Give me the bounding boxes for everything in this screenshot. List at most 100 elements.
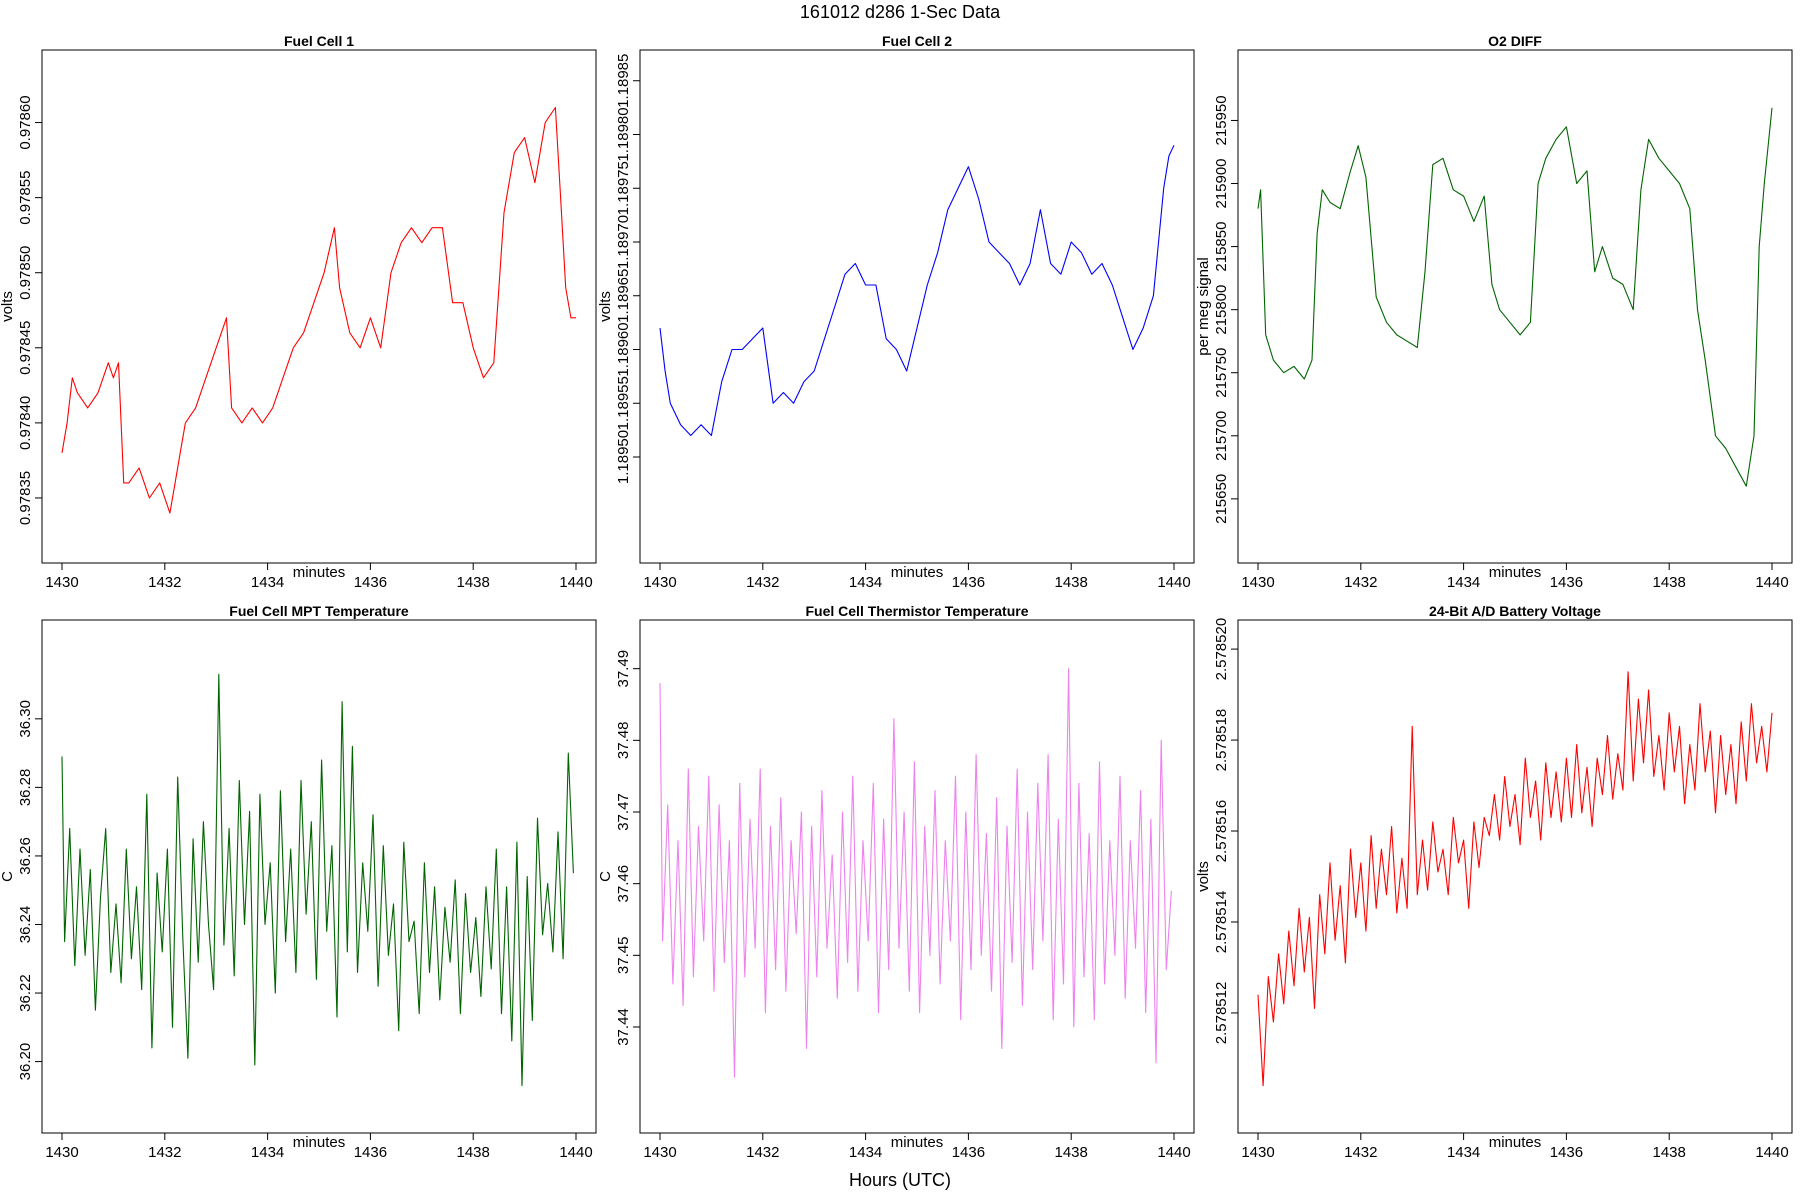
x-tick-label: 1438 xyxy=(457,1144,490,1161)
x-tick-label: 1440 xyxy=(559,1144,592,1161)
x-tick-label: 1434 xyxy=(849,574,882,591)
y-tick-label: 37.45 xyxy=(615,937,632,975)
chart-title: Fuel Cell 1 xyxy=(284,33,354,49)
y-axis: 215650 215700 215750 215800 215850 215900 2159… xyxy=(1213,95,1239,524)
chart-panel-2: Fuel Cell 2 1430 1432 1434 1436 1438 1440 minut… xyxy=(597,33,1195,591)
x-axis: 1430 1432 1434 1436 1438 1440 xyxy=(643,562,1191,591)
y-axis-label: volts xyxy=(1195,861,1212,892)
y-tick-label: 0.97860 xyxy=(17,95,34,149)
chart-title: O2 DIFF xyxy=(1488,33,1542,49)
y-tick-label: 36.30 xyxy=(17,700,34,738)
panels: Fuel Cell 1 1430 1432 1434 1436 1438 1440 minut… xyxy=(0,33,1793,1161)
x-tick-label: 1434 xyxy=(251,574,284,591)
y-tick-label: 1.18970 xyxy=(615,215,632,269)
y-tick-label: 0.97845 xyxy=(17,321,34,375)
chart-title: 24-Bit A/D Battery Voltage xyxy=(1429,603,1601,619)
x-tick-label: 1430 xyxy=(1241,574,1274,591)
x-tick-label: 1432 xyxy=(1344,1144,1377,1161)
y-tick-label: 37.47 xyxy=(615,793,632,831)
y-tick-label: 2.578516 xyxy=(1213,800,1230,863)
x-tick-label: 1430 xyxy=(1241,1144,1274,1161)
x-tick-label: 1440 xyxy=(1157,574,1190,591)
y-tick-label: 1.18960 xyxy=(615,322,632,376)
x-tick-label: 1430 xyxy=(643,1144,676,1161)
y-tick-label: 36.22 xyxy=(17,974,34,1012)
x-axis: 1430 1432 1434 1436 1438 1440 xyxy=(643,1132,1191,1161)
y-tick-label: 215950 xyxy=(1213,95,1230,145)
plot-frame xyxy=(1237,619,1793,1134)
x-tick-label: 1440 xyxy=(559,574,592,591)
y-axis-label: C xyxy=(597,871,614,882)
y-tick-label: 37.48 xyxy=(615,722,632,760)
series-line xyxy=(61,106,576,514)
x-tick-label: 1432 xyxy=(1344,574,1377,591)
series-line xyxy=(659,145,1175,437)
chart-title: Fuel Cell 2 xyxy=(882,33,952,49)
y-tick-label: 36.26 xyxy=(17,837,34,875)
x-axis: 1430 1432 1434 1436 1438 1440 xyxy=(1241,562,1789,591)
plot-frame xyxy=(1237,49,1793,564)
y-tick-label: 1.18955 xyxy=(615,376,632,430)
x-axis: 1430 1432 1434 1436 1438 1440 xyxy=(45,562,593,591)
x-tick-label: 1434 xyxy=(849,1144,882,1161)
y-tick-label: 0.97855 xyxy=(17,171,34,225)
y-axis: 36.20 36.22 36.24 36.26 36.28 36.30 xyxy=(17,700,43,1081)
x-axis-label: minutes xyxy=(293,564,346,581)
chart-title: Fuel Cell MPT Temperature xyxy=(229,603,409,619)
y-tick-label: 215900 xyxy=(1213,158,1230,208)
x-tick-label: 1434 xyxy=(1447,574,1480,591)
chart-panel-1: Fuel Cell 1 1430 1432 1434 1436 1438 1440 minut… xyxy=(0,33,597,591)
y-tick-label: 37.44 xyxy=(615,1008,632,1046)
figure-outer-xlabel: Hours (UTC) xyxy=(849,1170,951,1190)
x-axis: 1430 1432 1434 1436 1438 1440 xyxy=(45,1132,593,1161)
x-tick-label: 1436 xyxy=(1550,1144,1583,1161)
x-axis-label: minutes xyxy=(1489,1134,1542,1151)
x-axis: 1430 1432 1434 1436 1438 1440 xyxy=(1241,1132,1789,1161)
x-tick-label: 1430 xyxy=(45,1144,78,1161)
y-axis: 2.578512 2.578514 2.578516 2.578518 2.578520 xyxy=(1213,618,1239,1045)
y-tick-label: 37.46 xyxy=(615,865,632,903)
x-tick-label: 1430 xyxy=(45,574,78,591)
x-tick-label: 1438 xyxy=(1055,1144,1088,1161)
plot-frame xyxy=(639,49,1195,564)
x-tick-label: 1432 xyxy=(148,1144,181,1161)
x-tick-label: 1440 xyxy=(1755,574,1788,591)
series-line xyxy=(1257,671,1773,1087)
y-tick-label: 37.49 xyxy=(615,650,632,688)
x-axis-label: minutes xyxy=(293,1134,346,1151)
y-tick-label: 36.20 xyxy=(17,1043,34,1081)
x-tick-label: 1438 xyxy=(457,574,490,591)
y-tick-label: 1.18950 xyxy=(615,430,632,484)
y-axis-label: per meg signal xyxy=(1195,257,1212,355)
x-tick-label: 1434 xyxy=(1447,1144,1480,1161)
y-axis-label: volts xyxy=(597,291,614,322)
x-tick-label: 1440 xyxy=(1755,1144,1788,1161)
y-tick-label: 2.578512 xyxy=(1213,982,1230,1045)
x-tick-label: 1434 xyxy=(251,1144,284,1161)
y-tick-label: 36.24 xyxy=(17,906,34,944)
y-tick-label: 1.18980 xyxy=(615,107,632,161)
chart-panel-3: O2 DIFF 1430 1432 1434 1436 1438 1440 minutes 21… xyxy=(1195,33,1793,591)
y-tick-label: 2.578518 xyxy=(1213,709,1230,772)
x-tick-label: 1430 xyxy=(643,574,676,591)
y-tick-label: 215650 xyxy=(1213,474,1230,524)
y-tick-label: 0.97840 xyxy=(17,396,34,450)
x-tick-label: 1436 xyxy=(354,1144,387,1161)
x-tick-label: 1436 xyxy=(354,574,387,591)
x-tick-label: 1436 xyxy=(952,1144,985,1161)
y-axis-label: C xyxy=(0,871,16,882)
y-axis: 0.97835 0.97840 0.97845 0.97850 0.97855 0.978… xyxy=(17,95,43,525)
y-tick-label: 215700 xyxy=(1213,411,1230,461)
y-tick-label: 1.18975 xyxy=(615,161,632,215)
plot-frame xyxy=(41,49,597,564)
x-tick-label: 1432 xyxy=(746,574,779,591)
x-tick-label: 1436 xyxy=(952,574,985,591)
series-line xyxy=(659,668,1172,1078)
x-axis-label: minutes xyxy=(891,564,944,581)
y-tick-label: 2.578514 xyxy=(1213,891,1230,954)
x-tick-label: 1438 xyxy=(1653,1144,1686,1161)
x-tick-label: 1432 xyxy=(148,574,181,591)
